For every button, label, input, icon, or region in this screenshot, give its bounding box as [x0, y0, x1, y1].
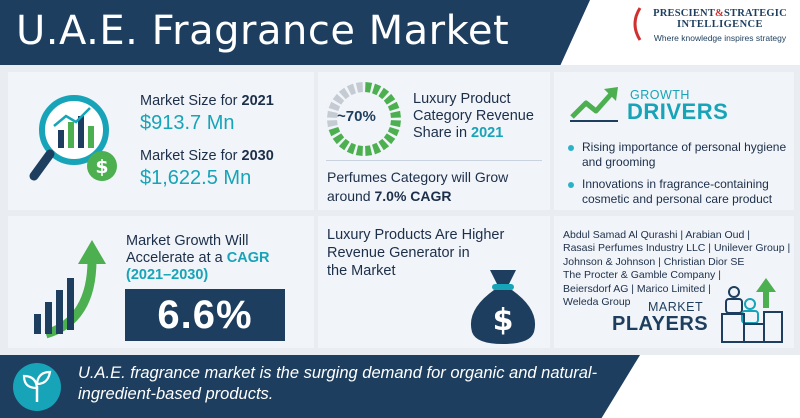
- growth-drivers-title: DRIVERS: [627, 99, 729, 124]
- list-item: Innovations in fragrance-containing cosm…: [568, 177, 793, 207]
- luxury-share-line1: Luxury Product: [413, 91, 511, 107]
- ring-segment-filled: [365, 82, 373, 93]
- footer-text: U.A.E. fragrance market is the surging d…: [78, 364, 598, 403]
- perfumes-line1: Perfumes Category will Grow: [327, 169, 509, 185]
- ring-segment-empty: [328, 101, 341, 111]
- market-growth-line2: Accelerate at a CAGR: [126, 250, 270, 266]
- luxury-share-ring: [327, 82, 401, 156]
- magnifier-chart-dollar-icon: $: [29, 95, 117, 181]
- growth-drivers-list: Rising importance of personal hygiene an…: [568, 140, 793, 214]
- ring-segment-filled: [387, 101, 400, 111]
- ring-segment-filled: [378, 87, 390, 100]
- ring-segment-filled: [378, 138, 390, 151]
- ring-segment-empty: [332, 93, 345, 105]
- logo-line2: INTELLIGENCE: [677, 19, 763, 30]
- title-band: [0, 0, 590, 65]
- growth-bars-arrow-icon: [34, 240, 106, 339]
- page-title: U.A.E. Fragrance Market: [16, 8, 510, 54]
- ring-segment-empty: [355, 82, 363, 93]
- logo-swoosh-icon: [633, 7, 642, 41]
- ring-segment-filled: [346, 142, 356, 155]
- market-size-2021-value: $913.7 Mn: [140, 112, 235, 134]
- luxury-generator-line2: Revenue Generator in: [327, 245, 470, 261]
- market-growth-period: (2021–2030): [126, 267, 209, 283]
- list-item: Abdul Samad Al Qurashi | Arabian Oud |: [563, 229, 750, 241]
- list-item: Beiersdorf AG | Marico Limited |: [563, 282, 711, 295]
- growth-drivers-panel: [554, 72, 794, 210]
- market-growth-cagr-value: 6.6%: [125, 289, 285, 341]
- market-size-2030-value: $1,622.5 Mn: [140, 167, 252, 189]
- luxury-share-panel: [318, 72, 550, 210]
- ring-segment-filled: [338, 138, 350, 151]
- luxury-generator-line1: Luxury Products Are Higher: [327, 227, 505, 243]
- market-players-list: Abdul Samad Al Qurashi | Arabian Oud | R…: [563, 229, 795, 309]
- ring-segment-filled: [328, 127, 341, 137]
- people-podium-icon: [721, 278, 783, 343]
- svg-text:$: $: [493, 303, 514, 338]
- market-size-2021-label: Market Size for 2021: [140, 93, 274, 109]
- market-players-title: PLAYERS: [612, 313, 709, 335]
- list-item: The Procter & Gamble Company |: [563, 269, 721, 282]
- leaf-sprout-icon: [13, 363, 61, 411]
- market-players-top: MARKET: [648, 300, 704, 314]
- ring-segment-filled: [332, 133, 345, 145]
- list-item: Weleda Group: [563, 296, 631, 309]
- ring-segment-filled: [372, 142, 382, 155]
- market-growth-line1: Market Growth Will: [126, 233, 249, 249]
- logo-tagline: Where knowledge inspires strategy: [653, 33, 787, 43]
- ring-segment-filled: [390, 110, 401, 118]
- ring-segment-filled: [372, 83, 382, 96]
- ring-segment-filled: [365, 145, 373, 156]
- company-logo: PRESCIENT&STRATEGIC INTELLIGENCE Where k…: [645, 8, 795, 43]
- trend-up-arrow-icon: [570, 87, 618, 122]
- footer-band: [0, 355, 640, 418]
- logo-line1: PRESCIENT&STRATEGIC: [653, 8, 787, 19]
- ring-segment-empty: [338, 87, 350, 100]
- list-item: Johnson & Johnson | Christian Dior SE: [563, 255, 745, 268]
- ring-segment-filled: [383, 133, 396, 145]
- inner-divider: [326, 160, 542, 161]
- money-bag-icon: $: [470, 270, 536, 344]
- ring-segment-empty: [327, 120, 338, 128]
- perfumes-line2: around 7.0% CAGR: [327, 188, 452, 204]
- growth-drivers-top: GROWTH: [630, 88, 690, 102]
- list-item: Rising importance of personal hygiene an…: [568, 140, 793, 170]
- ring-segment-filled: [383, 93, 396, 105]
- list-item: Rasasi Perfumes Industry LLC | Unilever …: [563, 242, 791, 255]
- ring-segment-filled: [390, 120, 401, 128]
- ring-segment-empty: [327, 110, 338, 118]
- ring-segment-empty: [346, 83, 356, 96]
- svg-text:$: $: [95, 156, 108, 178]
- luxury-share-line2: Category Revenue: [413, 108, 534, 124]
- luxury-generator-line3: the Market: [327, 263, 396, 279]
- luxury-share-line3: Share in 2021: [413, 125, 504, 141]
- market-players-panel: [554, 216, 794, 348]
- ring-segment-filled: [387, 127, 400, 137]
- market-size-2030-label: Market Size for 2030: [140, 148, 274, 164]
- luxury-share-value: ~70%: [337, 108, 376, 125]
- ring-segment-filled: [355, 145, 363, 156]
